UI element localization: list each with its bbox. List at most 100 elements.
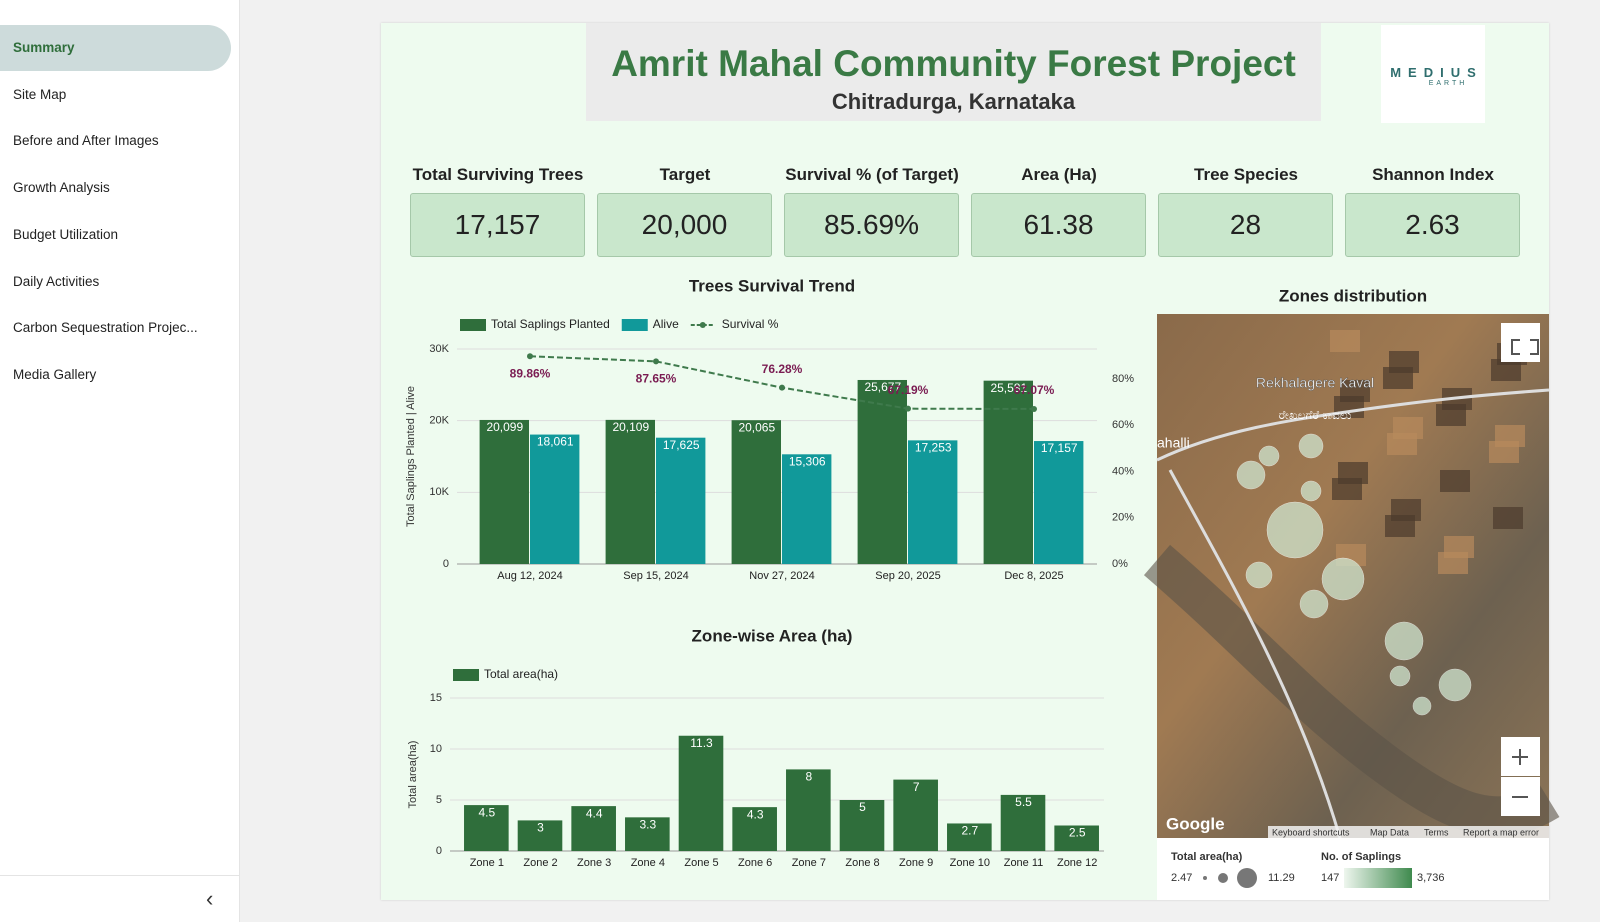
zoom-in-icon — [1512, 749, 1528, 765]
data-label: 87.65% — [636, 372, 677, 386]
zone-bubble — [1258, 445, 1280, 467]
data-label: 17,625 — [663, 438, 700, 452]
map-footer-link[interactable]: Terms — [1424, 827, 1449, 837]
data-label: 25,581 — [990, 381, 1027, 395]
field — [1393, 417, 1423, 439]
bar — [1034, 441, 1084, 564]
legend-title: No. of Saplings — [1321, 851, 1401, 863]
data-label: 89.86% — [510, 366, 551, 380]
kpi-value: 61.38 — [971, 193, 1146, 257]
legend-dot — [1237, 868, 1257, 888]
y-tick-label: 30K — [429, 343, 449, 355]
zone-bubble — [1245, 561, 1273, 589]
collapse-button[interactable]: ‹ — [206, 886, 214, 911]
nav-item[interactable]: Before and After Images — [13, 133, 159, 149]
bar — [517, 820, 563, 851]
y-axis-title: Total Saplings Planted | Alive — [405, 386, 417, 527]
bar — [1000, 794, 1046, 851]
bar — [732, 807, 777, 851]
data-label: 4.5 — [478, 805, 495, 819]
kpi-value: 2.63 — [1345, 193, 1520, 257]
chart-title: Trees Survival Trend — [689, 276, 855, 295]
nav-item[interactable]: Growth Analysis — [13, 180, 110, 196]
kpi-value: 28 — [1158, 193, 1333, 257]
nav-item[interactable]: Budget Utilization — [13, 226, 119, 242]
map-footer-link[interactable]: Report a map error — [1463, 827, 1539, 837]
bar — [839, 800, 885, 851]
y-tick-label: 10K — [429, 486, 449, 498]
kpi-label: Tree Species — [1194, 165, 1298, 184]
y-tick-label: 5 — [436, 794, 442, 806]
kpi-label: Survival % (of Target) — [785, 165, 959, 184]
title-box: Amrit Mahal Community Forest Project Chi… — [586, 23, 1321, 121]
bar — [908, 440, 958, 564]
map-place: ahalli — [1157, 435, 1190, 451]
nav-item[interactable]: Media Gallery — [13, 366, 97, 382]
data-label: 17,157 — [1041, 441, 1078, 455]
nav-item[interactable]: Site Map — [13, 86, 67, 102]
field — [1330, 330, 1360, 352]
report-title: Amrit Mahal Community Forest Project — [611, 43, 1296, 84]
bar — [1054, 825, 1099, 851]
y-tick-label: 0 — [436, 845, 442, 857]
data-label: 20,065 — [738, 420, 775, 434]
data-label: 2.7 — [961, 824, 978, 838]
bar — [656, 437, 706, 564]
x-tick-label: Zone 10 — [950, 857, 990, 869]
y2-tick-label: 60% — [1112, 419, 1134, 431]
zone-bubble — [1300, 480, 1322, 502]
bar — [571, 806, 616, 851]
x-tick-label: Zone 9 — [899, 857, 933, 869]
field — [1340, 380, 1370, 402]
zone-bubble — [1389, 665, 1411, 687]
bar — [983, 380, 1033, 564]
bar — [731, 420, 781, 564]
chart-title: Zone-wise Area (ha) — [692, 626, 853, 645]
legend-dot — [1203, 876, 1207, 880]
x-tick-label: Zone 11 — [1004, 857, 1044, 869]
logo-sub: EARTH — [1428, 80, 1468, 87]
map-footer-link[interactable]: Keyboard shortcuts — [1272, 827, 1350, 837]
nav-item[interactable]: Daily Activities — [13, 273, 100, 289]
x-tick-label: Sep 20, 2025 — [875, 570, 940, 582]
logo: MEDIUS EARTH — [1381, 25, 1485, 123]
x-tick-label: Zone 4 — [631, 857, 665, 869]
kpi-label: Target — [659, 165, 711, 184]
legend-swatch — [460, 319, 486, 331]
bar — [625, 817, 670, 851]
map-button[interactable] — [1501, 323, 1540, 362]
y-axis-title: Total area(ha) — [407, 741, 419, 809]
x-tick-label: Zone 2 — [523, 857, 557, 869]
line-point — [527, 353, 533, 360]
y2-tick-label: 40% — [1112, 465, 1134, 477]
nav-item[interactable]: Carbon Sequestration Projec... — [13, 320, 198, 336]
data-label: 3.3 — [639, 818, 656, 832]
x-tick-label: Zone 1 — [470, 857, 504, 869]
bar — [947, 823, 992, 851]
sidebar: Summary Site Map Before and After Images Gr… — [0, 0, 240, 922]
bar — [605, 419, 655, 564]
data-label: 20,099 — [486, 420, 523, 434]
x-tick-label: Zone 3 — [577, 857, 611, 869]
y2-tick-label: 80% — [1112, 373, 1134, 385]
field — [1493, 507, 1523, 529]
kpi-label: Area (Ha) — [1021, 165, 1097, 184]
bar — [893, 779, 938, 851]
data-label: 76.28% — [762, 362, 803, 376]
kpi-value: 85.69% — [784, 193, 959, 257]
bar — [464, 805, 509, 851]
kpi-value: 17,157 — [410, 193, 585, 257]
map-footer-link[interactable]: Map Data — [1370, 827, 1409, 837]
nav-item[interactable]: Summary — [0, 25, 231, 71]
x-tick-label: Zone 5 — [684, 857, 718, 869]
map-title: Zones distribution — [1279, 286, 1427, 305]
data-label: 17,253 — [915, 441, 952, 455]
x-tick-label: Dec 8, 2025 — [1004, 570, 1063, 582]
field — [1444, 536, 1474, 558]
line-point — [905, 405, 911, 412]
kpi-label: Total Surviving Trees — [412, 165, 584, 184]
legend-dot — [699, 322, 706, 328]
bar — [857, 379, 907, 564]
